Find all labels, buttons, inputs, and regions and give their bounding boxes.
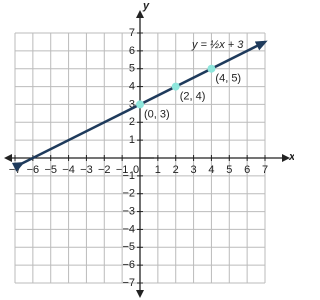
y-tick-label: −1	[122, 170, 135, 182]
x-tick-label: 6	[244, 164, 250, 176]
point-label: (2, 4)	[180, 90, 206, 102]
point	[136, 100, 144, 109]
equation: y = ½x + 3	[191, 39, 244, 51]
y-tick-label: −2	[122, 188, 135, 200]
x-tick-label: 5	[226, 164, 232, 176]
point	[171, 82, 180, 91]
x-tick-label: −5	[44, 164, 57, 176]
y-axis-label: y	[142, 0, 150, 12]
y-tick-label: −7	[122, 277, 135, 289]
y-tick-label: 1	[129, 134, 135, 146]
x-tick-label: −3	[80, 164, 93, 176]
x-tick-label: −2	[98, 164, 111, 176]
y-tick-label: −4	[122, 223, 135, 235]
x-tick-label: 1	[155, 164, 161, 176]
x-tick-label: 7	[262, 164, 268, 176]
x-tick-label: −4	[62, 164, 75, 176]
y-tick-label: 4	[129, 80, 135, 92]
x-axis-label: x	[288, 151, 294, 163]
y-tick-label: 2	[129, 116, 135, 128]
x-tick-label: −6	[27, 164, 40, 176]
x-tick-label: 2	[173, 164, 179, 176]
y-tick-label: −6	[122, 259, 135, 271]
y-tick-label: −3	[122, 205, 135, 217]
x-tick-label: −7	[9, 164, 22, 176]
y-tick-label: 5	[129, 63, 135, 75]
point-label: (4, 5)	[215, 73, 241, 85]
x-tick-label: 3	[191, 164, 197, 176]
point	[207, 64, 216, 73]
y-tick-label: 6	[129, 45, 135, 57]
chart: x y y = ½x + 3 −7−6−5−4−3−2−101234567−7−…	[4, 0, 294, 298]
point-label: (0, 3)	[144, 108, 170, 120]
x-tick-label: 4	[208, 164, 214, 176]
y-tick-label: 7	[129, 27, 135, 39]
y-tick-label: −5	[122, 241, 135, 253]
